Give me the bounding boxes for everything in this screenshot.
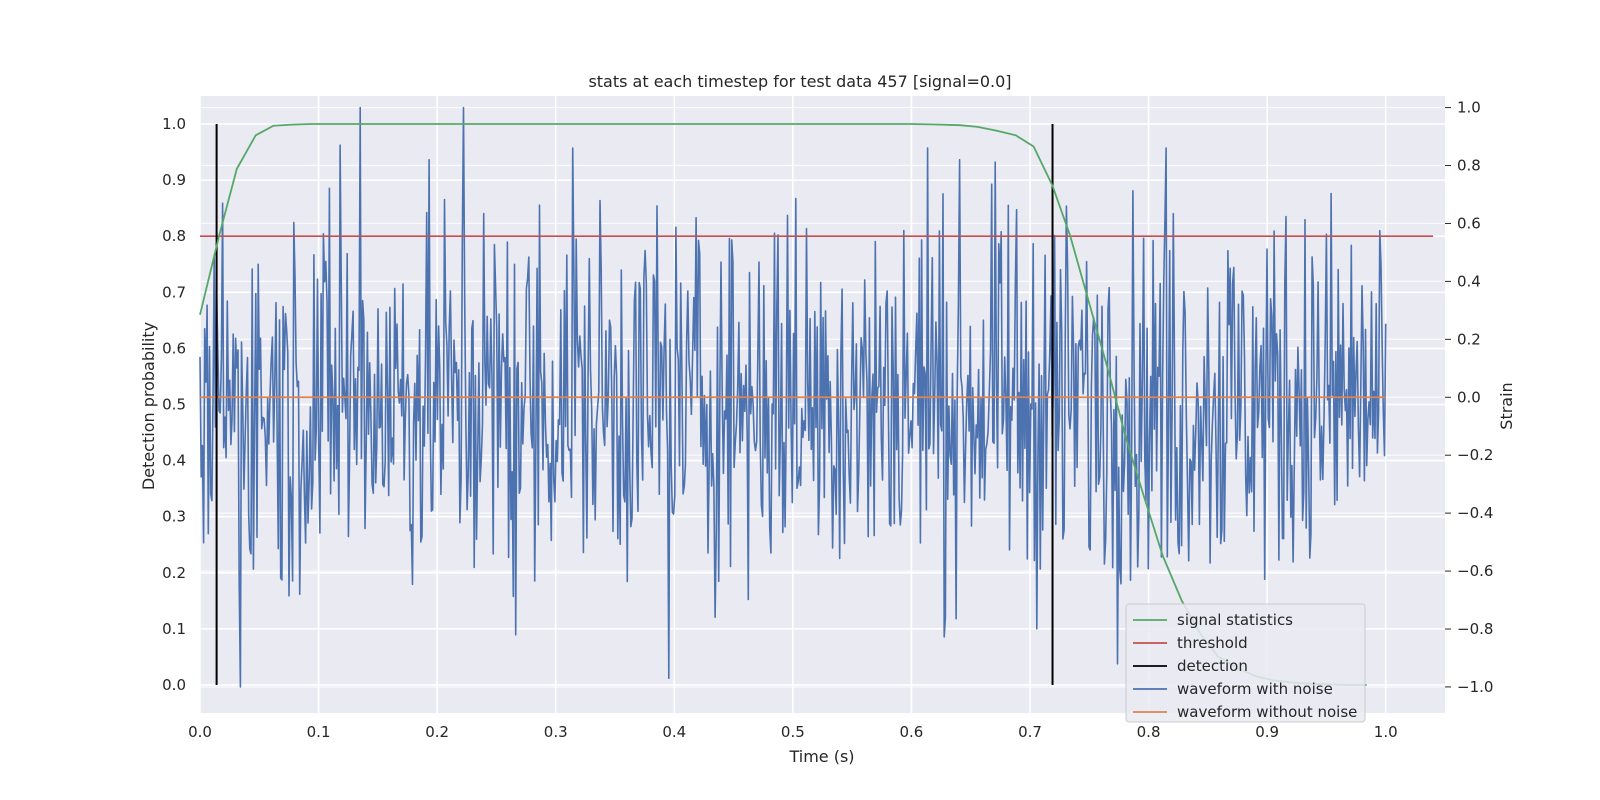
- legend-label: detection: [1177, 657, 1248, 675]
- y-right-tick-label: −0.4: [1457, 504, 1493, 522]
- x-tick-label: 0.3: [544, 723, 568, 741]
- x-tick-labels: 0.0 0.1 0.2 0.3 0.4 0.5 0.6 0.7 0.8 0.9 1.0: [188, 723, 1398, 741]
- y-right-tick-label: 0.2: [1457, 330, 1481, 348]
- y-right-tick-label: −0.8: [1457, 620, 1493, 638]
- y-right-tick-label: 0.8: [1457, 157, 1481, 175]
- y-tick-label: 0.5: [162, 396, 186, 414]
- x-axis-label: Time (s): [788, 747, 854, 766]
- y-tick-labels: 0.0 0.1 0.2 0.3 0.4 0.5 0.6 0.7 0.8 0.9 1.0: [162, 115, 186, 694]
- y-right-tick-label: −1.0: [1457, 678, 1493, 696]
- x-tick-label: 0.2: [425, 723, 449, 741]
- y-tick-label: 1.0: [162, 115, 186, 133]
- legend: signal statistics threshold detection wavef…: [1125, 603, 1366, 723]
- y-right-tick-label: 0.0: [1457, 388, 1481, 406]
- x-tick-label: 0.8: [1137, 723, 1161, 741]
- y-right-axis-label: Strain: [1497, 382, 1516, 429]
- y-tick-label: 0.9: [162, 171, 186, 189]
- x-tick-label: 0.4: [662, 723, 686, 741]
- x-tick-label: 0.7: [1018, 723, 1042, 741]
- y-right-tick-label: 0.4: [1457, 272, 1481, 290]
- y-right-tick-label: −0.2: [1457, 446, 1493, 464]
- legend-label: threshold: [1177, 634, 1248, 652]
- y-tick-label: 0.8: [162, 227, 186, 245]
- x-tick-label: 0.5: [781, 723, 805, 741]
- y-tick-label: 0.2: [162, 564, 186, 582]
- legend-box: [1125, 603, 1366, 723]
- y-tick-label: 0.7: [162, 283, 186, 301]
- x-tick-label: 0.9: [1255, 723, 1279, 741]
- y-right-tick-labels: −1.0 −0.8 −0.6 −0.4 −0.2 0.0 0.2 0.4 0.6 0.8 1.0: [1445, 99, 1493, 696]
- x-tick-label: 0.0: [188, 723, 212, 741]
- y-tick-label: 0.1: [162, 620, 186, 638]
- x-tick-label: 0.6: [899, 723, 923, 741]
- y-tick-label: 0.4: [162, 452, 186, 470]
- legend-label: waveform with noise: [1177, 680, 1333, 698]
- y-right-tick-label: 0.6: [1457, 214, 1481, 232]
- y-right-tick-label: 1.0: [1457, 99, 1481, 117]
- y-right-tick-label: −0.6: [1457, 562, 1493, 580]
- chart-title: stats at each timestep for test data 457…: [588, 72, 1011, 91]
- x-tick-label: 1.0: [1374, 723, 1398, 741]
- y-tick-label: 0.0: [162, 676, 186, 694]
- y-tick-label: 0.6: [162, 339, 186, 357]
- legend-label: signal statistics: [1177, 611, 1293, 629]
- x-tick-label: 0.1: [307, 723, 331, 741]
- series-waveform-with-noise: [199, 106, 1387, 688]
- y-tick-label: 0.3: [162, 508, 186, 526]
- y-axis-label: Detection probability: [139, 322, 158, 490]
- legend-label: waveform without noise: [1177, 703, 1357, 721]
- series-layer: [199, 106, 1434, 688]
